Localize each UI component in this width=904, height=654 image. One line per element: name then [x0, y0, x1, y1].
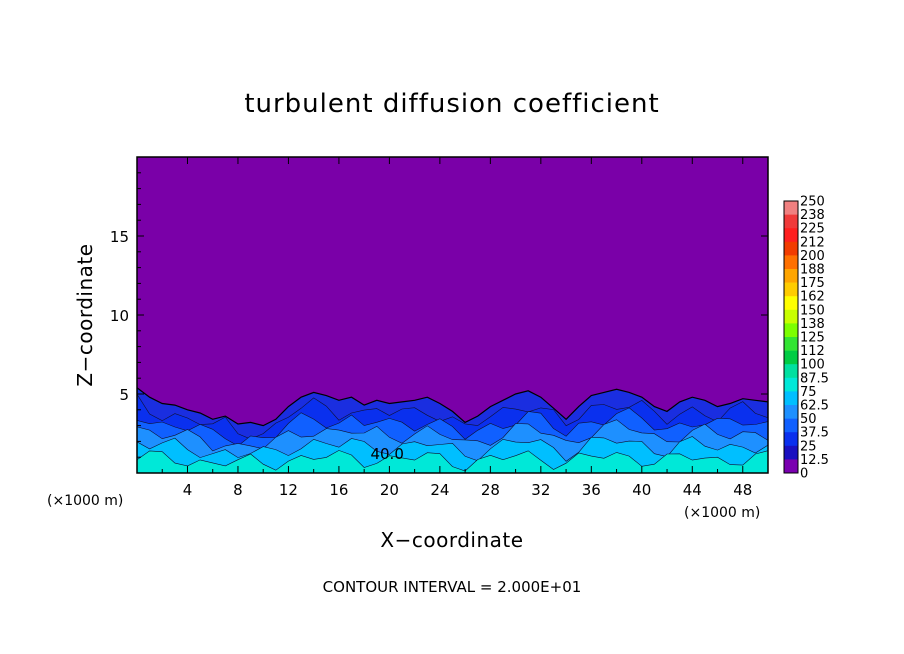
colorbar-label: 188 — [800, 263, 825, 278]
x-tick-label: 4 — [183, 481, 193, 499]
colorbar-swatch — [784, 323, 798, 338]
x-tick-label: 44 — [683, 481, 702, 499]
colorbar-swatch — [784, 445, 798, 460]
colorbar: 2502382252122001881751621501381251121008… — [783, 195, 829, 482]
x-tick-label: 28 — [481, 481, 500, 499]
colorbar-swatch — [784, 269, 798, 283]
y-tick-label: 10 — [110, 307, 129, 325]
colorbar-label: 0 — [800, 467, 808, 482]
x-tick-label: 40 — [632, 481, 651, 499]
colorbar-swatch — [784, 391, 798, 406]
x-ticks: 4 8 12 16 20 24 28 32 36 40 44 48 — [161, 157, 752, 499]
colorbar-label: 238 — [800, 208, 825, 223]
y-ticks: 5 10 15 — [110, 172, 768, 458]
colorbar-label: 250 — [800, 195, 825, 210]
colorbar-swatch — [784, 459, 798, 474]
x-tick-label: 48 — [733, 481, 752, 499]
colorbar-swatch — [784, 296, 798, 311]
colorbar-swatch — [784, 418, 798, 433]
colorbar-swatch — [784, 337, 798, 351]
y-tick-label: 5 — [119, 386, 129, 404]
colorbar-swatch — [784, 214, 798, 229]
colorbar-label: 138 — [800, 317, 825, 332]
colorbar-label: 50 — [800, 412, 817, 427]
chart-title: turbulent diffusion coefficient — [244, 89, 659, 119]
colorbar-label: 150 — [800, 303, 825, 318]
colorbar-label: 75 — [800, 385, 817, 400]
x-axis-label: X−coordinate — [380, 528, 523, 552]
colorbar-swatch — [784, 241, 798, 256]
colorbar-swatch — [784, 201, 798, 215]
colorbar-label: 87.5 — [800, 371, 829, 386]
colorbar-label: 12.5 — [800, 453, 829, 468]
colorbar-frame — [783, 200, 799, 474]
layer-band-5 — [137, 450, 768, 473]
colorbar-swatch — [784, 282, 798, 297]
colorbar-swatch — [784, 405, 798, 419]
x-tick-label: 16 — [329, 481, 348, 499]
contour-label: 40.0 — [370, 445, 403, 463]
colorbar-label: 212 — [800, 235, 825, 250]
turbulent-layer: 40.0 — [137, 386, 768, 473]
colorbar-swatch — [784, 432, 798, 447]
colorbar-label: 125 — [800, 331, 825, 346]
colorbar-label: 25 — [800, 439, 817, 454]
colorbar-label: 175 — [800, 276, 825, 291]
colorbar-label: 112 — [800, 344, 825, 359]
colorbar-label: 37.5 — [800, 426, 829, 441]
y-axis-label: Z−coordinate — [73, 243, 97, 386]
colorbar-swatch — [784, 364, 798, 379]
colorbar-label: 162 — [800, 290, 825, 305]
colorbar-swatch — [784, 255, 798, 270]
x-tick-label: 20 — [380, 481, 399, 499]
colorbar-swatch — [784, 228, 798, 243]
colorbar-label: 200 — [800, 249, 825, 264]
colorbar-label: 100 — [800, 358, 825, 373]
x-unit-label-left: (×1000 m) — [47, 493, 123, 509]
x-tick-label: 8 — [233, 481, 243, 499]
x-tick-label: 32 — [531, 481, 550, 499]
x-tick-label: 24 — [430, 481, 449, 499]
contour-interval-note: CONTOUR INTERVAL = 2.000E+01 — [323, 578, 582, 596]
x-tick-label: 12 — [279, 481, 298, 499]
x-tick-label: 36 — [582, 481, 601, 499]
colorbar-swatch — [784, 377, 798, 392]
colorbar-swatch — [784, 350, 798, 365]
colorbar-swatch — [784, 309, 798, 324]
colorbar-label: 62.5 — [800, 399, 829, 414]
x-unit-label-right: (×1000 m) — [684, 505, 760, 521]
colorbar-label: 225 — [800, 222, 825, 237]
y-tick-label: 15 — [110, 228, 129, 246]
